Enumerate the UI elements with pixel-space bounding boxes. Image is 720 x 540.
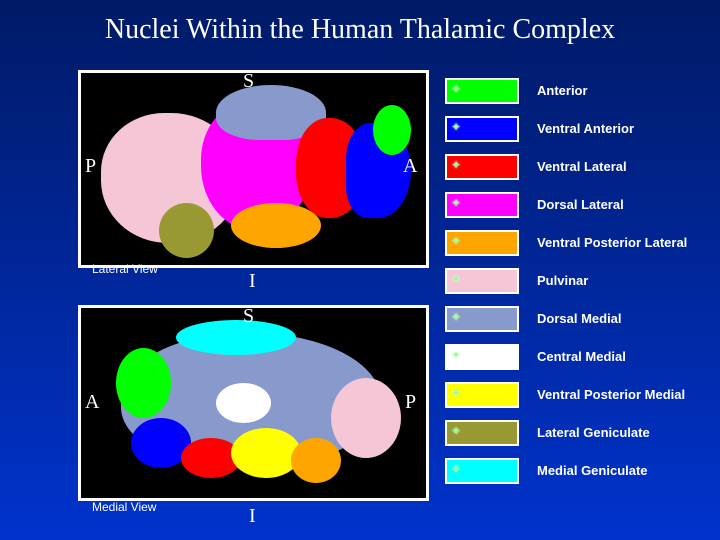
sparkle-icon: ✦ [451,196,461,210]
legend-row: ✦ Ventral Posterior Medial [445,376,705,414]
sparkle-icon: ✦ [451,310,461,324]
legend-label: Ventral Lateral [537,160,627,175]
axis-p-top: P [85,155,96,178]
nucleus-blob [216,383,271,423]
nucleus-blob [176,320,296,355]
slide-title: Nuclei Within the Human Thalamic Complex [0,14,720,46]
sparkle-icon: ✦ [451,272,461,286]
nucleus-blob [331,378,401,458]
legend: ✦ Anterior ✦ Ventral Anterior ✦ Ventral Later… [445,72,705,490]
legend-label: Pulvinar [537,274,588,289]
legend-row: ✦ Anterior [445,72,705,110]
sparkle-icon: ✦ [451,462,461,476]
legend-row: ✦ Ventral Lateral [445,148,705,186]
medial-view-label: Medial View [92,500,156,514]
legend-row: ✦ Medial Geniculate [445,452,705,490]
legend-swatch: ✦ [445,78,519,104]
legend-swatch: ✦ [445,192,519,218]
nucleus-blob [231,203,321,248]
legend-row: ✦ Ventral Anterior [445,110,705,148]
legend-row: ✦ Pulvinar [445,262,705,300]
axis-a-top: A [403,155,417,178]
legend-swatch: ✦ [445,230,519,256]
axis-s-top: S [243,70,254,93]
legend-label: Anterior [537,84,588,99]
axis-i-top: I [249,270,256,293]
lateral-view-label: Lateral View [92,262,158,276]
legend-swatch: ✦ [445,458,519,484]
nucleus-blob [231,428,301,478]
nucleus-blob [159,203,214,258]
sparkle-icon: ✦ [451,120,461,134]
legend-swatch: ✦ [445,154,519,180]
legend-row: ✦ Dorsal Medial [445,300,705,338]
legend-label: Ventral Posterior Lateral [537,236,687,251]
legend-swatch: ✦ [445,344,519,370]
legend-label: Medial Geniculate [537,464,648,479]
sparkle-icon: ✦ [451,158,461,172]
legend-swatch: ✦ [445,116,519,142]
sparkle-icon: ✦ [451,424,461,438]
nucleus-blob [291,438,341,483]
legend-label: Dorsal Medial [537,312,622,327]
nucleus-blob [116,348,171,418]
legend-row: ✦ Dorsal Lateral [445,186,705,224]
legend-row: ✦ Central Medial [445,338,705,376]
sparkle-icon: ✦ [451,348,461,362]
axis-a-bot: A [85,391,99,414]
legend-row: ✦ Lateral Geniculate [445,414,705,452]
legend-label: Ventral Anterior [537,122,634,137]
lateral-view-panel [78,70,429,268]
sparkle-icon: ✦ [451,386,461,400]
axis-i-bot: I [249,505,256,528]
legend-swatch: ✦ [445,306,519,332]
legend-swatch: ✦ [445,420,519,446]
legend-label: Dorsal Lateral [537,198,624,213]
axis-p-bot: P [405,391,416,414]
nucleus-blob [373,105,411,155]
legend-row: ✦ Ventral Posterior Lateral [445,224,705,262]
legend-swatch: ✦ [445,268,519,294]
sparkle-icon: ✦ [451,234,461,248]
legend-label: Central Medial [537,350,626,365]
legend-label: Ventral Posterior Medial [537,388,685,403]
axis-s-bot: S [243,305,254,328]
legend-swatch: ✦ [445,382,519,408]
legend-label: Lateral Geniculate [537,426,650,441]
sparkle-icon: ✦ [451,82,461,96]
medial-view-panel [78,305,429,501]
